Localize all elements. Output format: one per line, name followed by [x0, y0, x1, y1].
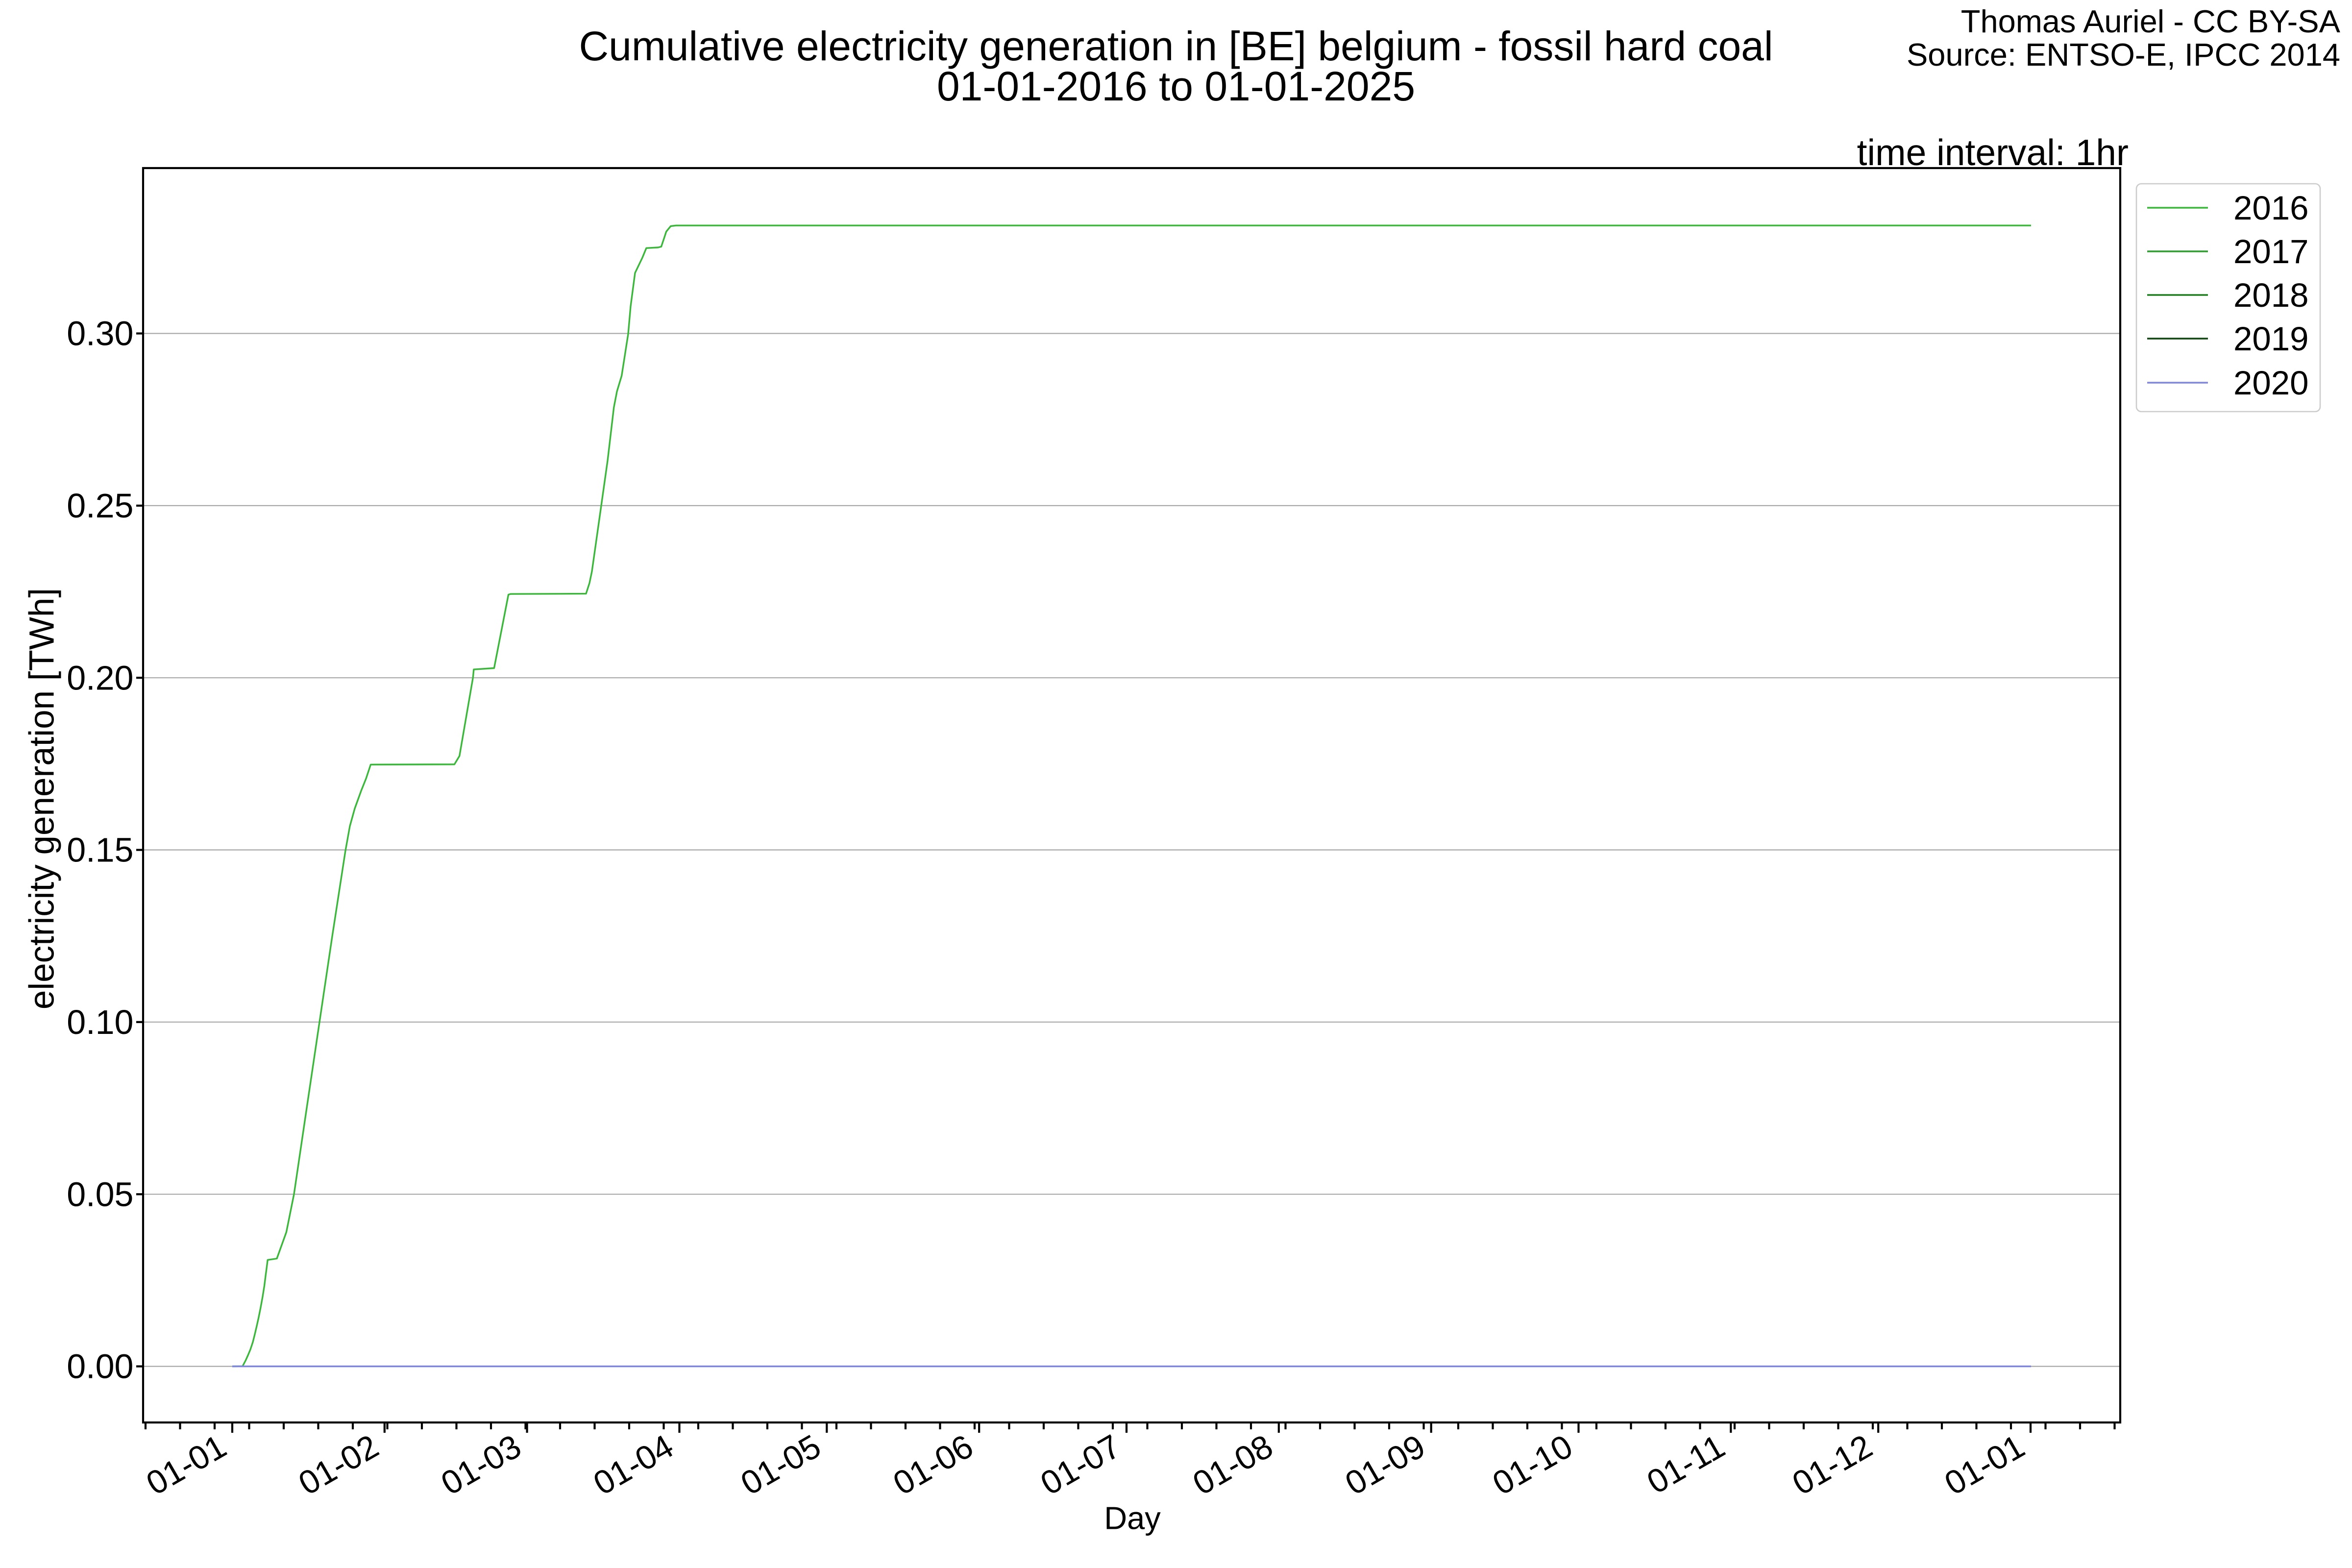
svg-text:0.10: 0.10 — [67, 1003, 133, 1041]
svg-text:0.05: 0.05 — [67, 1175, 133, 1213]
svg-text:01-01-2016 to 01-01-2025: 01-01-2016 to 01-01-2025 — [937, 63, 1415, 109]
svg-text:0.00: 0.00 — [67, 1348, 133, 1386]
svg-text:2017: 2017 — [2233, 233, 2309, 270]
svg-text:0.25: 0.25 — [67, 487, 133, 525]
svg-text:Source: ENTSO-E, IPCC 2014: Source: ENTSO-E, IPCC 2014 — [1907, 37, 2340, 73]
svg-text:Cumulative electricity generat: Cumulative electricity generation in [BE… — [579, 23, 1773, 69]
svg-text:time interval: 1hr: time interval: 1hr — [1857, 132, 2129, 173]
svg-text:0.30: 0.30 — [67, 315, 133, 353]
svg-text:electricity generation [TWh]: electricity generation [TWh] — [23, 588, 62, 1009]
svg-text:2019: 2019 — [2233, 320, 2309, 358]
svg-text:Thomas Auriel - CC BY-SA: Thomas Auriel - CC BY-SA — [1961, 3, 2341, 39]
svg-text:2016: 2016 — [2233, 189, 2309, 227]
svg-text:0.20: 0.20 — [67, 659, 133, 697]
svg-text:0.15: 0.15 — [67, 831, 133, 869]
svg-text:2018: 2018 — [2233, 276, 2309, 314]
svg-text:Day: Day — [1104, 1500, 1161, 1536]
svg-text:2020: 2020 — [2233, 364, 2309, 402]
